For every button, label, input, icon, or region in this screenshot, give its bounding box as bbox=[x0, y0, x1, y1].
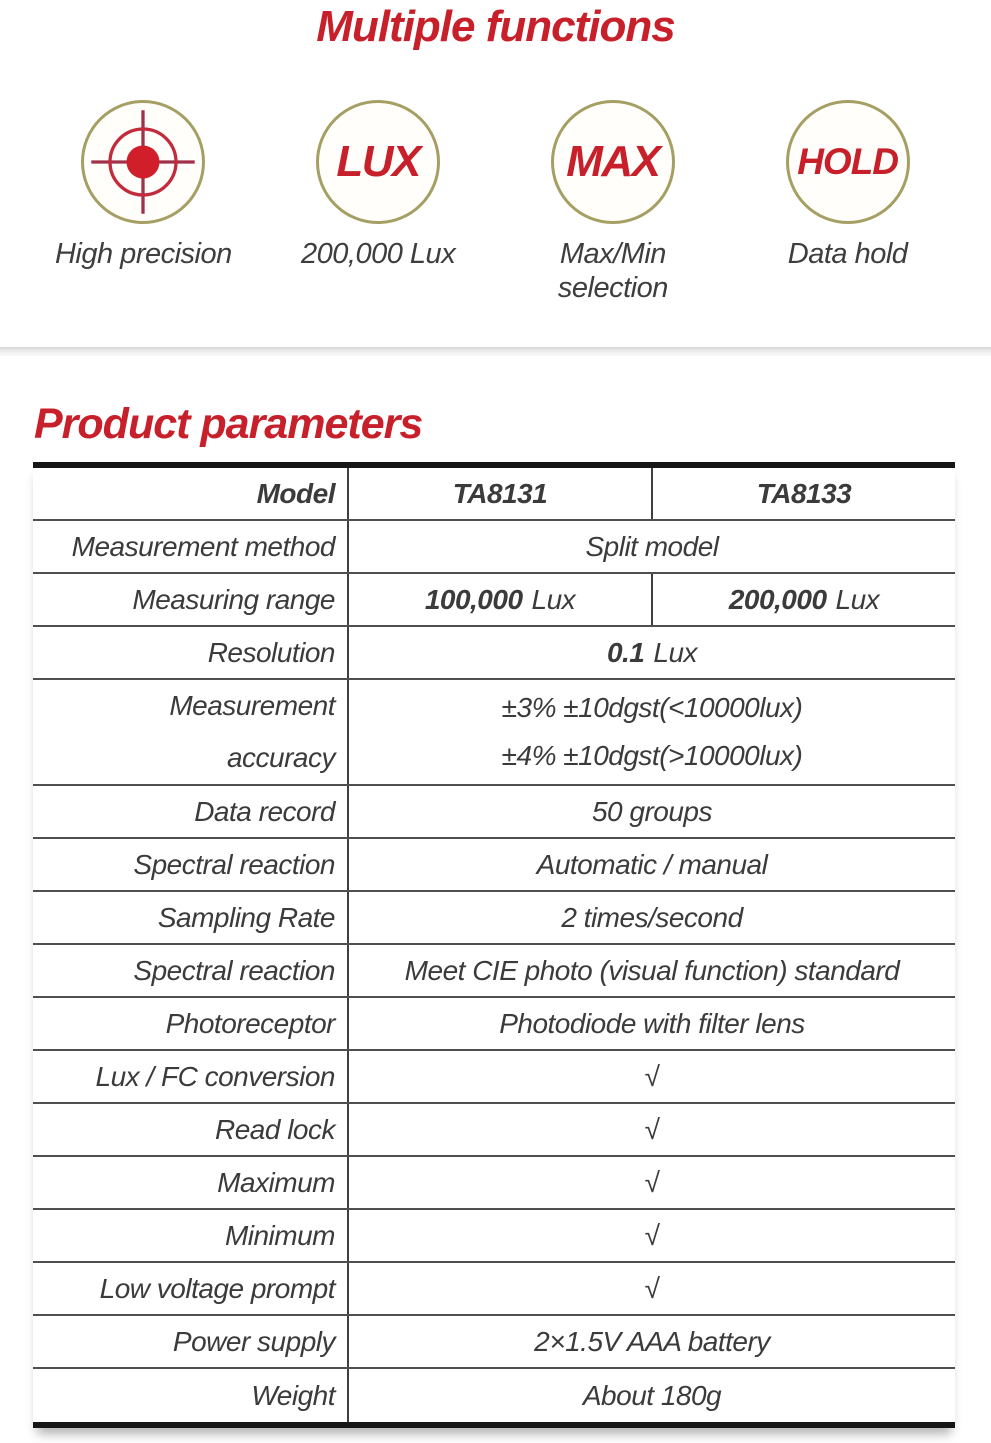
param-value: √ bbox=[644, 1219, 660, 1251]
param-value: √ bbox=[644, 1166, 660, 1198]
param-value-group: √ bbox=[349, 1263, 955, 1314]
param-label: Minimum bbox=[33, 1210, 349, 1261]
param-label: Spectral reaction bbox=[33, 945, 349, 996]
param-label: Model bbox=[33, 468, 349, 519]
param-label: Spectral reaction bbox=[33, 839, 349, 890]
table-row: Low voltage prompt √ bbox=[33, 1263, 955, 1316]
param-label: Low voltage prompt bbox=[33, 1263, 349, 1314]
feature-label: 200,000 Lux bbox=[301, 238, 456, 270]
hold-badge-icon: HOLD bbox=[785, 100, 910, 224]
param-value: √ bbox=[644, 1060, 660, 1092]
param-value: About 180g bbox=[582, 1379, 722, 1411]
page-title: Multiple functions bbox=[316, 2, 675, 51]
param-value-group: √ bbox=[349, 1051, 955, 1102]
max-badge-text: MAX bbox=[566, 137, 661, 186]
param-value: 2 times/second bbox=[561, 901, 743, 933]
param-value: 50 groups bbox=[591, 795, 713, 827]
feature-label: High precision bbox=[54, 238, 232, 270]
param-label: Measurement method bbox=[33, 521, 349, 572]
param-value-group: About 180g bbox=[349, 1369, 955, 1422]
param-value: Automatic / manual bbox=[536, 848, 768, 880]
section-divider bbox=[0, 347, 991, 356]
feature-label: Max/Min selection bbox=[557, 238, 668, 305]
param-label: Lux / FC conversion bbox=[33, 1051, 349, 1102]
table-row: Spectral reaction Automatic / manual bbox=[33, 839, 955, 892]
table-row: Minimum √ bbox=[33, 1210, 955, 1263]
param-value-group: TA8131 TA8133 bbox=[349, 468, 955, 519]
param-label: Data record bbox=[33, 786, 349, 837]
param-value-group: 0.1 Lux bbox=[349, 627, 955, 678]
param-value: √ bbox=[644, 1113, 660, 1145]
feature-data-hold: HOLD Data hold bbox=[730, 100, 965, 305]
hold-badge-text: HOLD bbox=[797, 141, 899, 182]
param-value: Split model bbox=[585, 530, 719, 562]
param-label: Read lock bbox=[33, 1104, 349, 1155]
param-label: Photoreceptor bbox=[33, 998, 349, 1049]
table-row: Sampling Rate 2 times/second bbox=[33, 892, 955, 945]
max-badge-icon: MAX bbox=[550, 100, 675, 224]
param-value: Photodiode with filter lens bbox=[499, 1007, 805, 1039]
param-label: Sampling Rate bbox=[33, 892, 349, 943]
table-row: Spectral reaction Meet CIE photo (visual … bbox=[33, 945, 955, 998]
feature-max-min: MAX Max/Min selection bbox=[496, 100, 731, 305]
feature-label: Data hold bbox=[787, 238, 908, 270]
param-value-group: Photodiode with filter lens bbox=[349, 998, 955, 1049]
table-row: Photoreceptor Photodiode with filter lens bbox=[33, 998, 955, 1051]
param-value: √ bbox=[644, 1272, 660, 1304]
param-value-group: 2 times/second bbox=[349, 892, 955, 943]
table-row: Data record 50 groups bbox=[33, 786, 955, 839]
table-row: Power supply 2×1.5V AAA battery bbox=[33, 1316, 955, 1369]
param-value: TA8133 bbox=[651, 468, 955, 519]
feature-row: High precision LUX 200,000 Lux MAX Max/M… bbox=[26, 100, 965, 305]
param-value: 2×1.5V AAA battery bbox=[534, 1325, 770, 1357]
param-label: Power supply bbox=[33, 1316, 349, 1367]
param-label: Measuring range bbox=[33, 574, 349, 625]
feature-lux-range: LUX 200,000 Lux bbox=[261, 100, 496, 305]
param-value-group: ±3% ±10dgst(<10000lux) ±4% ±10dgst(>10000… bbox=[349, 680, 955, 784]
param-value: 0.1 Lux bbox=[606, 636, 698, 668]
feature-high-precision: High precision bbox=[26, 100, 261, 305]
param-value-group: 100,000 Lux 200,000 Lux bbox=[349, 574, 955, 625]
table-row: Weight About 180g bbox=[33, 1369, 955, 1422]
lux-badge-icon: LUX bbox=[316, 100, 441, 224]
table-row: Resolution 0.1 Lux bbox=[33, 627, 955, 680]
lux-badge-text: LUX bbox=[336, 137, 421, 186]
param-value: TA8131 bbox=[452, 477, 548, 509]
param-value-group: √ bbox=[349, 1210, 955, 1261]
table-row: Measurement method Split model bbox=[33, 521, 955, 574]
param-value-group: Automatic / manual bbox=[349, 839, 955, 890]
param-value: 100,000 Lux bbox=[424, 583, 576, 615]
table-row: Measurement accuracy ±3% ±10dgst(<10000lux… bbox=[33, 680, 955, 786]
param-value-group: 50 groups bbox=[349, 786, 955, 837]
parameters-table: Model TA8131 TA8133 Measurement method Split… bbox=[33, 462, 955, 1428]
table-row: Lux / FC conversion √ bbox=[33, 1051, 955, 1104]
param-value-group: √ bbox=[349, 1104, 955, 1155]
crosshair-target-icon bbox=[81, 100, 206, 224]
param-label: Maximum bbox=[33, 1157, 349, 1208]
param-label: Resolution bbox=[33, 627, 349, 678]
param-value-group: √ bbox=[349, 1157, 955, 1208]
param-value: Meet CIE photo (visual function) standar… bbox=[404, 954, 900, 986]
table-row: Read lock √ bbox=[33, 1104, 955, 1157]
param-label: Measurement accuracy bbox=[33, 680, 349, 784]
param-value: ±3% ±10dgst(<10000lux) ±4% ±10dgst(>10000… bbox=[501, 692, 803, 771]
param-value: 200,000 Lux bbox=[651, 574, 955, 625]
table-row: Model TA8131 TA8133 bbox=[33, 468, 955, 521]
param-value-group: Split model bbox=[349, 521, 955, 572]
section-title: Product parameters bbox=[34, 400, 423, 448]
param-value-group: 2×1.5V AAA battery bbox=[349, 1316, 955, 1367]
table-row: Measuring range 100,000 Lux 200,000 Lux bbox=[33, 574, 955, 627]
param-label: Weight bbox=[33, 1369, 349, 1422]
param-value-group: Meet CIE photo (visual function) standar… bbox=[349, 945, 955, 996]
table-row: Maximum √ bbox=[33, 1157, 955, 1210]
